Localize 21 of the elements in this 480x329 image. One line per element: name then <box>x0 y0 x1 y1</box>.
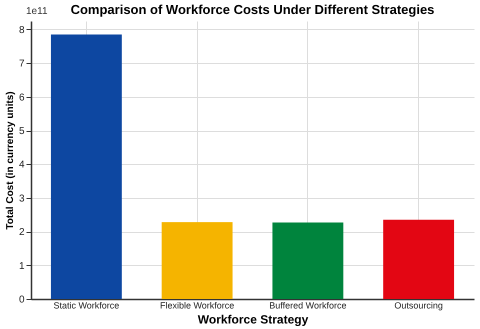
y-axis-title: Total Cost (in currency units) <box>4 91 16 230</box>
x-tick-label: Flexible Workforce <box>160 300 234 310</box>
bar <box>50 34 122 299</box>
y-tick-label: 1 <box>18 260 25 272</box>
y-tick-label: 8 <box>18 24 25 36</box>
bar <box>272 222 344 299</box>
x-tick-label: Buffered Workforce <box>269 300 346 310</box>
y-tick-label: 2 <box>18 227 25 238</box>
x-axis-title: Workforce Strategy <box>198 312 309 326</box>
x-tick-label: Static Workforce <box>53 300 120 310</box>
y-tick-label: 6 <box>18 92 25 104</box>
text: 1e11 <box>26 6 48 17</box>
chart-title: Comparison of Workforce Costs Under Different Strategies <box>70 2 434 17</box>
y-tick-label: 7 <box>18 58 25 70</box>
y-tick-label: 5 <box>18 126 25 138</box>
y-tick-label: 4 <box>18 160 25 171</box>
bar <box>383 220 454 299</box>
x-tick-label: Outsourcing <box>394 300 443 310</box>
y-tick-label: 0 <box>18 294 25 306</box>
bar <box>162 222 233 299</box>
y-tick-label: 3 <box>18 193 25 204</box>
